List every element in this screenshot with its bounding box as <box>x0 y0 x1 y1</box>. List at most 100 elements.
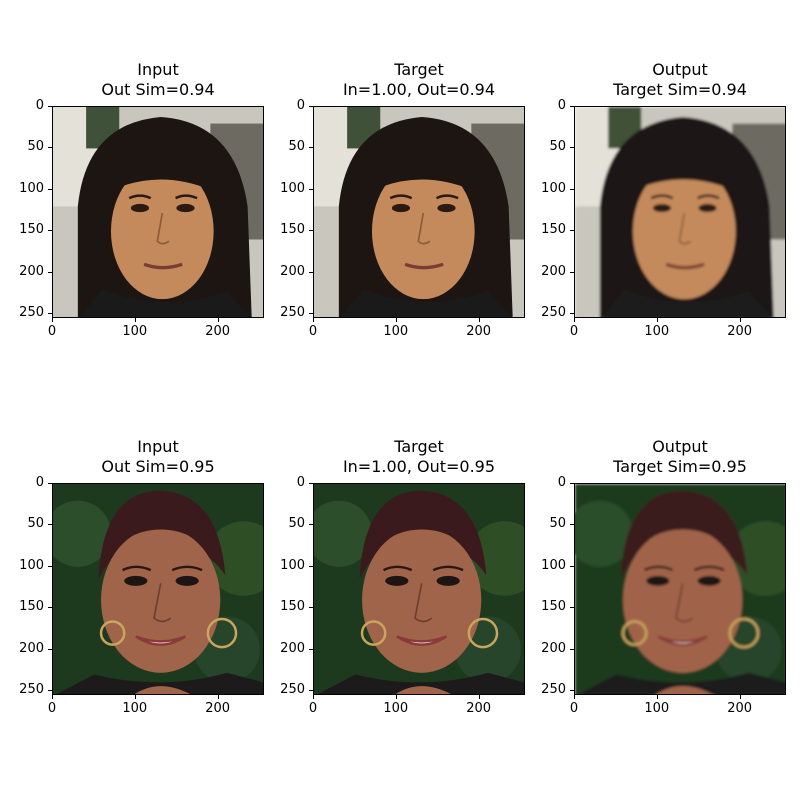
y-tick-mark <box>48 565 52 567</box>
y-tick-mark <box>309 524 313 526</box>
panel-title: Input Out Sim=0.94 <box>12 60 304 100</box>
y-tick-mark <box>570 565 574 567</box>
panel-title-line2: Target Sim=0.95 <box>613 457 747 476</box>
y-tick-label: 150 <box>19 599 44 615</box>
y-tick-label: 150 <box>541 599 566 615</box>
y-tick-mark <box>48 313 52 315</box>
x-tick-label: 100 <box>644 701 670 716</box>
x-tick-label: 0 <box>47 324 57 339</box>
panel-title-line2: Out Sim=0.95 <box>101 457 215 476</box>
panel-title: Output Target Sim=0.94 <box>534 60 800 100</box>
y-tick-mark <box>48 106 52 107</box>
x-tick-mark <box>395 318 397 322</box>
face-image <box>313 483 525 695</box>
x-tick-mark <box>739 695 741 699</box>
x-tick-label: 100 <box>122 324 148 339</box>
x-tick-mark <box>134 695 136 699</box>
y-tick-label: 100 <box>541 557 566 573</box>
x-tick-mark <box>574 695 575 699</box>
y-tick-label: 100 <box>280 180 305 196</box>
y-tick-label: 200 <box>19 640 44 656</box>
y-tick-label: 50 <box>288 516 305 532</box>
panel-title-line1: Input <box>137 437 179 456</box>
y-tick-mark <box>48 524 52 526</box>
y-tick-mark <box>309 271 313 273</box>
y-tick-mark <box>570 648 574 650</box>
y-tick-mark <box>570 147 574 149</box>
y-tick-label: 200 <box>280 263 305 279</box>
x-tick-mark <box>313 318 314 322</box>
y-tick-label: 100 <box>541 180 566 196</box>
panel-title: Target In=1.00, Out=0.94 <box>273 60 565 100</box>
x-tick-label: 100 <box>383 701 409 716</box>
y-tick-label: 50 <box>549 516 566 532</box>
x-tick-label: 200 <box>205 701 231 716</box>
y-tick-label: 50 <box>27 516 44 532</box>
y-tick-mark <box>309 313 313 315</box>
y-tick-label: 50 <box>27 139 44 155</box>
x-tick-mark <box>656 695 658 699</box>
y-tick-label: 250 <box>541 682 566 698</box>
y-tick-label: 150 <box>280 599 305 615</box>
panel-title: Target In=1.00, Out=0.95 <box>273 437 565 477</box>
y-tick-label: 50 <box>288 139 305 155</box>
y-tick-mark <box>48 690 52 692</box>
y-tick-label: 200 <box>280 640 305 656</box>
x-tick-mark <box>478 318 480 322</box>
x-tick-mark <box>217 695 219 699</box>
y-tick-label: 200 <box>541 640 566 656</box>
x-tick-label: 0 <box>569 701 579 716</box>
y-tick-label: 100 <box>19 180 44 196</box>
x-tick-mark <box>313 695 314 699</box>
y-tick-mark <box>48 271 52 273</box>
y-tick-label: 250 <box>19 305 44 321</box>
y-tick-mark <box>48 483 52 484</box>
y-tick-mark <box>48 188 52 190</box>
y-tick-mark <box>570 271 574 273</box>
y-tick-mark <box>309 690 313 692</box>
y-tick-mark <box>570 607 574 609</box>
y-tick-mark <box>309 147 313 149</box>
panel-title: Input Out Sim=0.95 <box>12 437 304 477</box>
x-tick-label: 0 <box>308 701 318 716</box>
y-tick-mark <box>570 690 574 692</box>
y-tick-label: 0 <box>35 98 44 113</box>
panel-title-line1: Output <box>652 437 708 456</box>
panel-title-line2: In=1.00, Out=0.94 <box>342 80 496 99</box>
x-tick-label: 200 <box>727 324 753 339</box>
x-tick-label: 200 <box>466 324 492 339</box>
x-tick-mark <box>395 695 397 699</box>
y-tick-mark <box>570 230 574 232</box>
panel-title-line2: In=1.00, Out=0.95 <box>342 457 496 476</box>
y-tick-mark <box>309 648 313 650</box>
face-image <box>52 483 264 695</box>
y-tick-mark <box>309 230 313 232</box>
x-tick-label: 100 <box>383 324 409 339</box>
y-tick-label: 0 <box>557 98 566 113</box>
y-tick-label: 100 <box>280 557 305 573</box>
x-tick-label: 0 <box>569 324 579 339</box>
panel-title-line1: Input <box>137 60 179 79</box>
x-tick-label: 0 <box>308 324 318 339</box>
x-tick-label: 200 <box>466 701 492 716</box>
y-tick-label: 250 <box>19 682 44 698</box>
y-tick-label: 0 <box>296 475 305 490</box>
y-tick-label: 150 <box>541 222 566 238</box>
x-tick-label: 100 <box>122 701 148 716</box>
y-tick-mark <box>48 607 52 609</box>
y-tick-mark <box>570 483 574 484</box>
y-tick-label: 250 <box>280 682 305 698</box>
y-tick-mark <box>48 230 52 232</box>
y-tick-label: 0 <box>557 475 566 490</box>
y-tick-label: 200 <box>19 263 44 279</box>
face-image <box>574 106 786 318</box>
panel-title-line2: Out Sim=0.94 <box>101 80 215 99</box>
face-image <box>52 106 264 318</box>
face-image <box>574 483 786 695</box>
panel-title: Output Target Sim=0.95 <box>534 437 800 477</box>
y-tick-label: 0 <box>296 98 305 113</box>
x-tick-mark <box>52 695 53 699</box>
panel-title-line1: Output <box>652 60 708 79</box>
y-tick-mark <box>570 188 574 190</box>
y-tick-mark <box>309 565 313 567</box>
